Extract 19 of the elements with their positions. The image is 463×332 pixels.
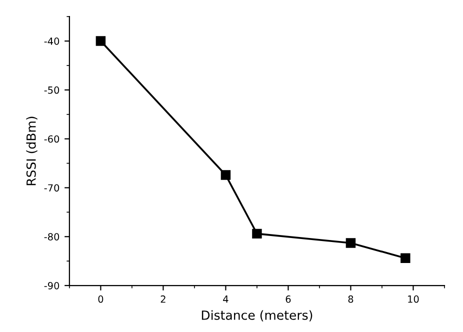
y-tick-label: -70 (44, 184, 60, 192)
y-tick-label: -40 (44, 38, 60, 45)
y-tick-label: -90 (44, 282, 60, 290)
x-tick-label: 0 (98, 295, 104, 303)
point (252, 228, 262, 239)
y-tick-label: -80 (44, 233, 60, 240)
y-tick-label: -50 (44, 86, 60, 94)
x-tick-label: 8 (348, 295, 354, 303)
x-axis-title: Distance (meters) (202, 310, 312, 322)
x-tick-label: 10 (408, 295, 419, 303)
x-tick-label: 4 (223, 296, 228, 303)
x-tick-label: 6 (286, 295, 291, 303)
y-tick-label: -60 (44, 135, 60, 143)
point (400, 253, 410, 263)
point (96, 36, 106, 46)
point (220, 170, 231, 180)
x-tick-label: 2 (160, 295, 166, 303)
y-axis-title: RSSI (dBm) (26, 116, 38, 186)
point (346, 238, 356, 248)
